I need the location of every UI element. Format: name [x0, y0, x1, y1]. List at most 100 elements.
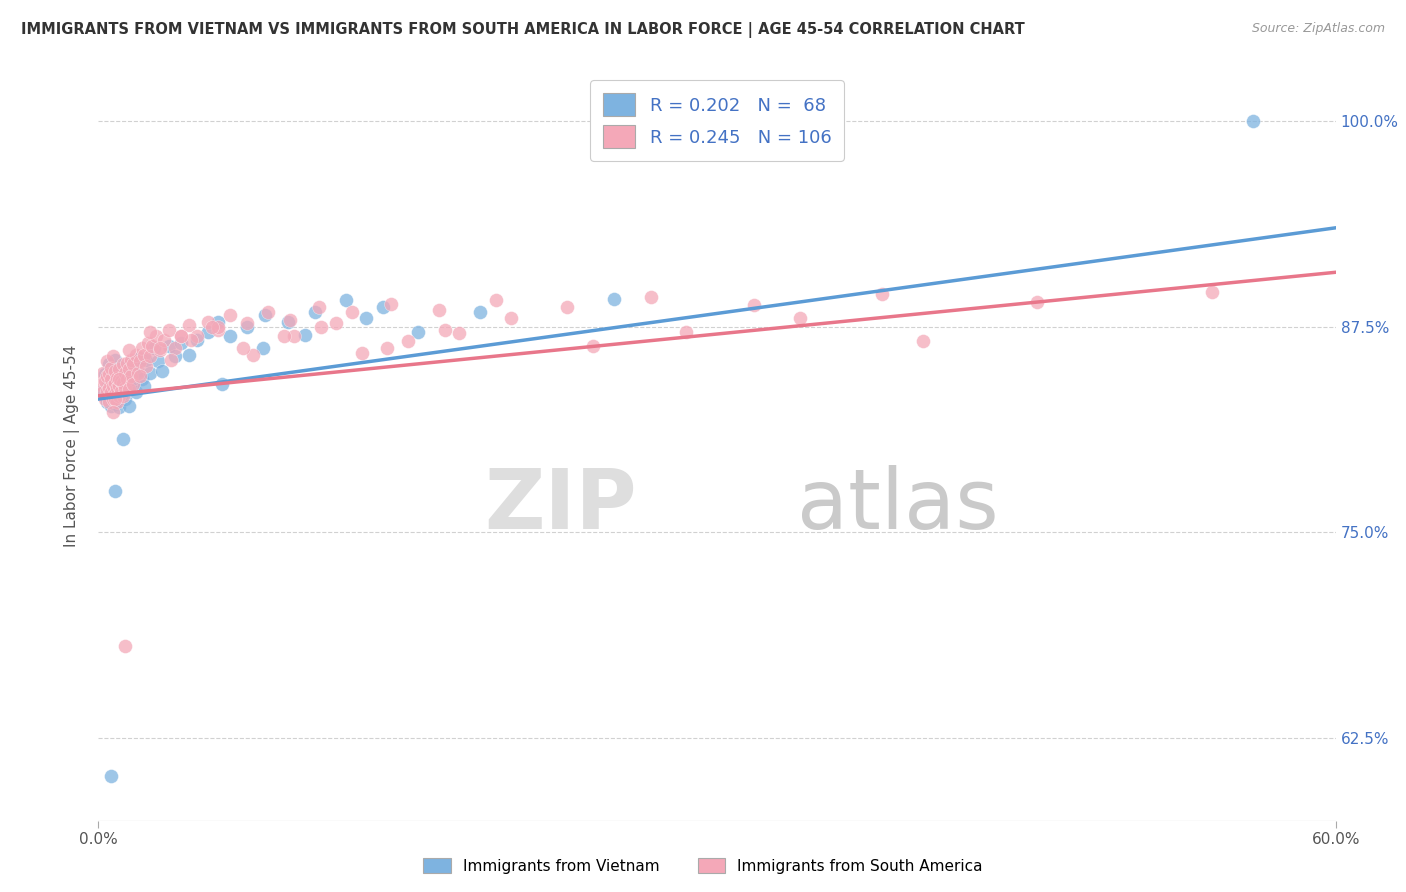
Point [308, 300, 330, 314]
Point [97, 358, 120, 372]
Point [141, 339, 163, 353]
Point [236, 316, 259, 330]
Point [110, 376, 132, 390]
Point [118, 343, 141, 357]
Point [100, 360, 122, 375]
Point [325, 316, 347, 330]
Point [93, 389, 115, 403]
Point [118, 382, 141, 396]
Point [110, 384, 132, 398]
Point [242, 348, 264, 362]
Point [100, 399, 122, 413]
Legend: Immigrants from Vietnam, Immigrants from South America: Immigrants from Vietnam, Immigrants from… [418, 852, 988, 880]
Legend: R = 0.202   N =  68, R = 0.245   N = 106: R = 0.202 N = 68, R = 0.245 N = 106 [591, 80, 844, 161]
Point [485, 293, 508, 308]
Point [105, 392, 128, 406]
Point [104, 484, 127, 499]
Point [114, 639, 136, 653]
Point [100, 385, 122, 400]
Point [356, 311, 378, 326]
Point [145, 329, 167, 343]
Point [105, 379, 128, 393]
Point [170, 329, 193, 343]
Point [97, 395, 120, 409]
Point [131, 341, 153, 355]
Point [186, 329, 208, 343]
Point [100, 769, 122, 783]
Point [870, 286, 893, 301]
Text: atlas: atlas [797, 466, 1000, 547]
Point [163, 349, 186, 363]
Point [427, 303, 450, 318]
Point [124, 348, 146, 362]
Point [273, 329, 295, 343]
Point [97, 368, 120, 382]
Point [128, 369, 150, 384]
Point [340, 305, 363, 319]
Point [101, 364, 124, 378]
Point [207, 319, 229, 334]
Text: IMMIGRANTS FROM VIETNAM VS IMMIGRANTS FROM SOUTH AMERICA IN LABOR FORCE | AGE 45: IMMIGRANTS FROM VIETNAM VS IMMIGRANTS FR… [21, 22, 1025, 38]
Point [149, 341, 172, 355]
Point [89, 377, 111, 392]
Point [100, 385, 122, 400]
Point [127, 364, 149, 378]
Point [120, 356, 142, 370]
Point [114, 392, 136, 406]
Point [640, 290, 662, 304]
Point [114, 380, 136, 394]
Point [108, 384, 131, 398]
Point [108, 372, 131, 386]
Point [120, 352, 142, 367]
Point [97, 393, 120, 408]
Point [180, 333, 202, 347]
Point [100, 372, 122, 386]
Point [179, 318, 201, 332]
Point [101, 405, 124, 419]
Point [93, 368, 115, 382]
Point [118, 379, 141, 393]
Point [153, 333, 176, 347]
Point [201, 319, 224, 334]
Y-axis label: In Labor Force | Age 45-54: In Labor Force | Age 45-54 [63, 345, 80, 547]
Point [122, 377, 145, 392]
Point [304, 305, 326, 319]
Point [97, 380, 120, 394]
Point [143, 341, 166, 355]
Point [135, 352, 157, 367]
Point [104, 387, 127, 401]
Point [179, 348, 201, 362]
Point [132, 379, 155, 393]
Point [112, 432, 135, 446]
Point [120, 369, 142, 384]
Point [108, 370, 131, 384]
Point [139, 366, 162, 380]
Point [603, 292, 626, 306]
Point [118, 399, 141, 413]
Point [117, 366, 139, 380]
Point [96, 384, 118, 398]
Point [104, 384, 127, 398]
Point [105, 380, 128, 394]
Point [100, 372, 122, 386]
Point [135, 359, 157, 373]
Point [219, 308, 242, 322]
Point [110, 389, 132, 403]
Point [277, 315, 299, 329]
Point [219, 329, 242, 343]
Point [197, 325, 219, 339]
Point [112, 376, 135, 390]
Point [105, 370, 128, 384]
Point [117, 356, 139, 370]
Point [131, 372, 153, 386]
Point [186, 333, 208, 347]
Point [207, 323, 229, 337]
Point [101, 379, 124, 393]
Point [96, 369, 118, 384]
Point [149, 343, 172, 357]
Point [118, 362, 141, 376]
Point [96, 354, 118, 368]
Point [139, 349, 162, 363]
Point [197, 315, 219, 329]
Point [159, 352, 181, 367]
